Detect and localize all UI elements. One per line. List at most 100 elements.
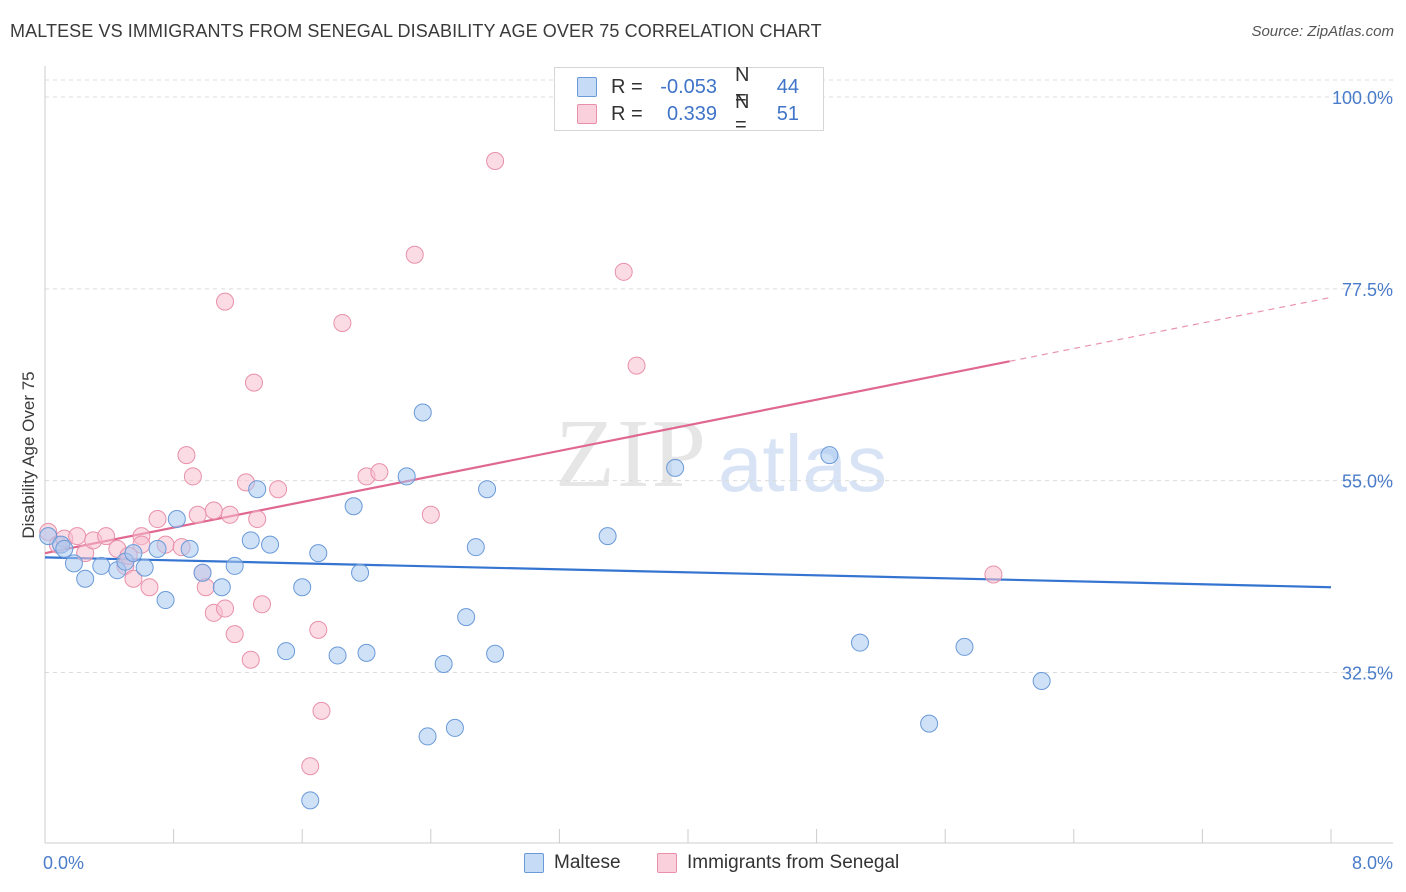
data-point [140, 578, 159, 597]
data-point [253, 595, 272, 614]
bottom-legend-senegal-label: Immigrants from Senegal [687, 852, 900, 873]
legend-n-label: N = [735, 64, 750, 109]
data-point [666, 458, 685, 477]
data-point [478, 480, 497, 499]
bottom-swatch-maltese [524, 853, 544, 873]
y-tick-label: 77.5% [1342, 280, 1393, 300]
x-tick-label: 0.0% [43, 853, 84, 873]
trend-line [44, 360, 1010, 555]
data-point [135, 558, 154, 577]
bottom-legend-maltese-label: Maltese [554, 852, 621, 873]
data-point [177, 446, 196, 465]
data-point [293, 578, 312, 597]
data-point [124, 569, 143, 588]
data-point [64, 554, 83, 573]
data-point [124, 544, 143, 563]
y-tick-label: 100.0% [1332, 88, 1393, 108]
data-point [248, 480, 267, 499]
legend-n-label: N = [735, 91, 750, 136]
data-point [344, 497, 363, 516]
data-point [955, 637, 974, 656]
bottom-legend-senegal: Immigrants from Senegal [657, 852, 899, 874]
data-point [434, 654, 453, 673]
data-point [851, 633, 870, 652]
watermark-zip: ZIP [555, 400, 708, 508]
data-point [92, 556, 111, 575]
trend-lines [44, 296, 1332, 589]
bottom-swatch-senegal [657, 853, 677, 873]
data-point [351, 563, 370, 582]
y-axis-label: Disability Age Over 75 [19, 371, 38, 538]
data-point [97, 527, 116, 546]
legend-swatch-maltese [577, 77, 597, 97]
correlation-legend: R = -0.053 N = 44 R = 0.339 N = 51 [554, 64, 824, 136]
data-point [216, 292, 235, 311]
data-point [312, 701, 331, 720]
data-point [309, 544, 328, 563]
data-point [418, 727, 437, 746]
data-point [277, 642, 296, 661]
data-point [405, 245, 424, 264]
data-point [309, 620, 328, 639]
legend-row-maltese: R = -0.053 N = 44 [577, 64, 799, 109]
data-point [188, 505, 207, 524]
legend-r-value: 0.339 [666, 102, 717, 125]
data-point [627, 356, 646, 375]
data-point [241, 650, 260, 669]
source-label: Source: ZipAtlas.com [1251, 23, 1394, 40]
data-point [183, 467, 202, 486]
data-point [397, 467, 416, 486]
data-point [820, 446, 839, 465]
legend-r-label: R = [611, 75, 643, 98]
data-point [421, 505, 440, 524]
data-point [76, 544, 95, 563]
data-point [225, 556, 244, 575]
legend-swatch-senegal [577, 104, 597, 124]
data-point [333, 313, 352, 332]
data-point [204, 501, 223, 520]
data-point [148, 539, 167, 558]
data-point [241, 531, 260, 550]
tick-labels: 32.5% 55.0% 77.5% 100.0% 0.0% 8.0% [43, 88, 1393, 873]
data-point [486, 151, 505, 170]
data-point [466, 538, 485, 557]
trend-line [44, 556, 1332, 589]
data-point [225, 625, 244, 644]
legend-r-label: R = [611, 102, 643, 125]
data-point [445, 718, 464, 737]
legend-n-value: 44 [776, 75, 799, 98]
data-point [261, 535, 280, 554]
data-point [357, 643, 376, 662]
data-point [413, 403, 432, 422]
legend-row-senegal: R = 0.339 N = 51 [577, 91, 799, 136]
y-tick-label: 32.5% [1342, 663, 1393, 683]
data-point [212, 578, 231, 597]
data-point [244, 373, 263, 392]
data-point [370, 463, 389, 482]
y-tick-label: 55.0% [1342, 472, 1393, 492]
data-point [216, 599, 235, 618]
legend-r-value: -0.053 [660, 75, 717, 98]
axes [44, 66, 1393, 844]
chart-title: MALTESE VS IMMIGRANTS FROM SENEGAL DISAB… [10, 21, 822, 41]
data-point [328, 646, 347, 665]
data-point [301, 757, 320, 776]
data-point [598, 527, 617, 546]
data-point [220, 505, 239, 524]
data-point [76, 569, 95, 588]
data-point [39, 527, 58, 546]
bottom-legend-maltese: Maltese [524, 852, 621, 874]
data-point [193, 563, 212, 582]
data-point [269, 480, 288, 499]
data-point [148, 510, 167, 529]
data-point [68, 527, 87, 546]
data-point [920, 714, 939, 733]
data-point [248, 510, 267, 529]
data-point [1032, 672, 1051, 691]
data-point [614, 262, 633, 281]
data-point [180, 539, 199, 558]
data-point [301, 791, 320, 810]
data-point [156, 591, 175, 610]
data-point [167, 510, 186, 529]
